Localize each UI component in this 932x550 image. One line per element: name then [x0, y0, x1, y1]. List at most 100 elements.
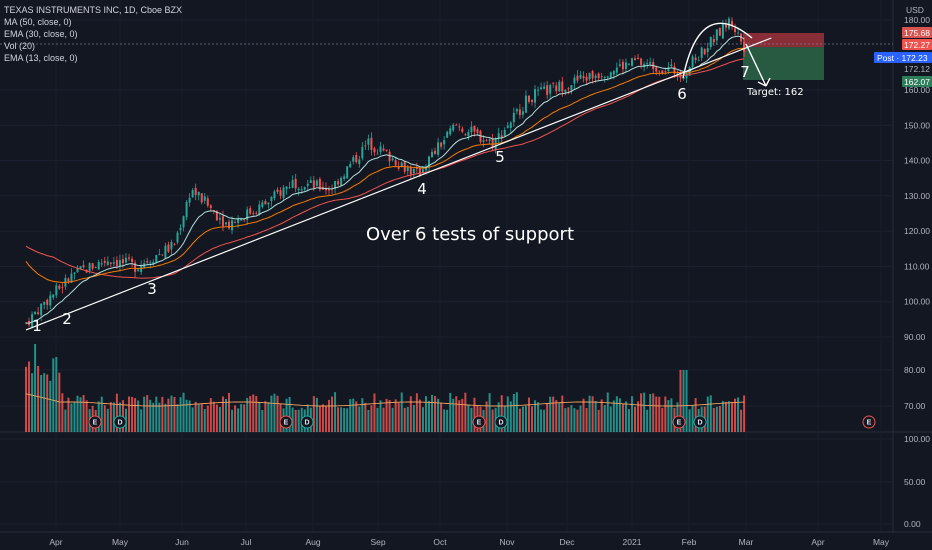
- candle-body: [555, 85, 558, 92]
- candle-body: [112, 262, 115, 264]
- time-tick: Oct: [433, 537, 447, 547]
- earnings-marker: [862, 415, 876, 429]
- candle-body: [521, 111, 524, 115]
- volume-bar: [682, 370, 685, 432]
- volume-bar: [555, 400, 558, 432]
- volume-bar: [73, 401, 76, 432]
- candle-body: [561, 81, 564, 92]
- volume-bar: [279, 403, 282, 432]
- candle-body: [640, 58, 643, 65]
- axes: 180.00 160.00 150.00 140.00 130.00 120.00 110.…: [49, 5, 932, 547]
- candle-body: [627, 63, 630, 65]
- candle-body: [606, 76, 609, 78]
- volume-bar: [621, 404, 624, 432]
- candle-body: [79, 266, 82, 269]
- price-tick: 100.00: [904, 297, 930, 307]
- candle-body: [61, 287, 64, 289]
- volume-bar: [461, 398, 464, 432]
- event-label: E: [477, 420, 482, 427]
- candle-body: [49, 295, 52, 306]
- candle-body: [379, 146, 382, 153]
- candle-body: [415, 168, 418, 170]
- candle-body: [570, 84, 573, 91]
- volume-bar: [28, 361, 31, 432]
- volume-bar: [255, 395, 258, 432]
- volume-bar: [40, 375, 43, 432]
- candle-body: [488, 139, 491, 141]
- candle-body: [34, 312, 37, 315]
- volume-bar: [224, 398, 227, 432]
- volume-bar: [228, 392, 231, 432]
- ema30-line: [25, 47, 745, 284]
- candle-body: [185, 201, 188, 218]
- volume-bar: [573, 408, 576, 432]
- volume-bar: [67, 397, 70, 432]
- volume-bar: [340, 407, 343, 432]
- volume-bar: [564, 408, 567, 432]
- candle-body: [203, 196, 206, 201]
- candle-body: [612, 71, 615, 75]
- event-label: D: [498, 420, 503, 427]
- candle-body: [618, 64, 621, 66]
- volume-bar: [627, 409, 630, 432]
- volume-bar: [579, 405, 582, 432]
- candle-body: [397, 166, 400, 169]
- volume-bar: [715, 406, 718, 432]
- candle-body: [240, 218, 243, 221]
- touch-label-7: 7: [740, 63, 750, 81]
- volume-bar: [634, 406, 637, 432]
- time-tick: 2021: [623, 537, 642, 547]
- candle-body: [515, 109, 518, 112]
- candle-body: [655, 67, 658, 72]
- volume-bar: [515, 392, 518, 432]
- candle-body: [46, 299, 49, 305]
- volume-bar: [334, 392, 337, 432]
- volume-bar: [500, 395, 503, 432]
- candle-body: [603, 76, 606, 78]
- price-tick: 90.00: [904, 332, 926, 342]
- candle-body: [385, 149, 388, 151]
- time-tick: Apr: [811, 537, 824, 547]
- candle-body: [424, 167, 427, 171]
- candle-body: [70, 273, 73, 283]
- target-arrow: [745, 43, 771, 87]
- candle-body: [500, 135, 503, 138]
- volume-bar: [70, 403, 73, 432]
- candle-body: [215, 210, 218, 221]
- dividend-marker: [300, 415, 314, 429]
- dividend-marker: [494, 415, 508, 429]
- profit-target-zone: [743, 47, 824, 80]
- candle-body: [721, 23, 724, 39]
- volume-bar: [431, 394, 434, 432]
- earnings-marker: [472, 415, 486, 429]
- volume-bar: [312, 396, 315, 432]
- candle-body: [591, 70, 594, 79]
- volume-bar: [361, 398, 364, 432]
- candle-body: [743, 41, 746, 53]
- volume-bar: [140, 409, 143, 432]
- candle-body: [243, 219, 246, 221]
- volume-bar: [52, 358, 55, 432]
- candle-body: [282, 187, 285, 198]
- candle-body: [567, 88, 570, 89]
- volume-bar: [31, 373, 34, 432]
- candle-body: [206, 198, 209, 206]
- volume-bar: [615, 396, 618, 432]
- touch-label-1: 1: [32, 317, 42, 335]
- time-tick: Mar: [739, 537, 754, 547]
- volume-bar: [552, 396, 555, 432]
- candle-body: [594, 75, 597, 79]
- volume-bar: [415, 393, 418, 432]
- candle-body: [279, 190, 282, 196]
- event-label: E: [677, 420, 682, 427]
- currency-label: USD: [906, 5, 924, 15]
- candle-body: [137, 269, 140, 271]
- volume-bar: [437, 398, 440, 432]
- price-tick: 140.00: [904, 156, 930, 166]
- volume-bar: [652, 393, 655, 432]
- price-tick: 70.00: [904, 401, 926, 411]
- volume-bar: [64, 409, 67, 432]
- candle-body: [455, 124, 458, 126]
- candle-body: [337, 181, 340, 185]
